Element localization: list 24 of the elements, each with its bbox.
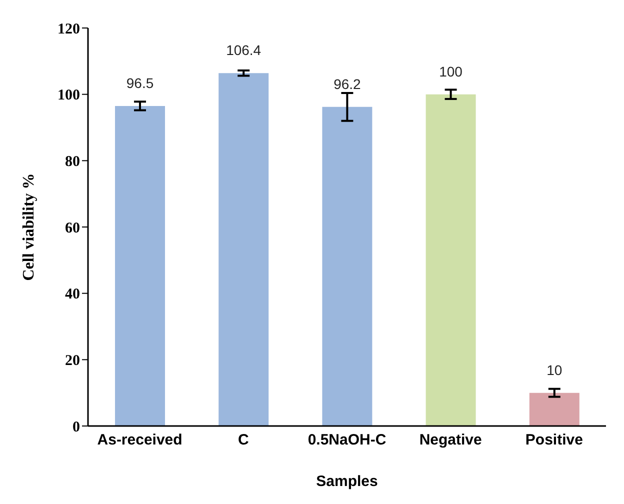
bar (115, 106, 165, 426)
data-label: 106.4 (226, 42, 262, 58)
y-tick-label: 100 (58, 88, 80, 104)
bar (218, 73, 269, 426)
x-axis-title: Samples (316, 473, 378, 490)
x-tick-label: C (238, 432, 249, 449)
y-tick-label: 120 (58, 21, 80, 38)
x-tick-label: Negative (419, 432, 482, 449)
data-label: 10 (546, 362, 562, 378)
data-label: 96.5 (126, 74, 154, 91)
x-tick-label: 0.5NaOH-C (308, 432, 386, 449)
y-tick-label: 40 (65, 286, 80, 303)
x-tick-label: Positive (525, 432, 583, 449)
bar (322, 106, 372, 426)
y-tick-label: 20 (65, 352, 80, 369)
y-tick-label: 60 (65, 220, 80, 236)
data-label: 96.2 (334, 76, 362, 92)
x-tick-label: As-received (97, 432, 182, 449)
y-tick-label: 80 (65, 154, 80, 170)
y-axis-title: Cell viability % (20, 173, 38, 281)
bar (426, 94, 476, 426)
data-label: 100 (439, 63, 463, 80)
y-tick-label: 0 (72, 419, 80, 436)
bar (529, 392, 580, 426)
